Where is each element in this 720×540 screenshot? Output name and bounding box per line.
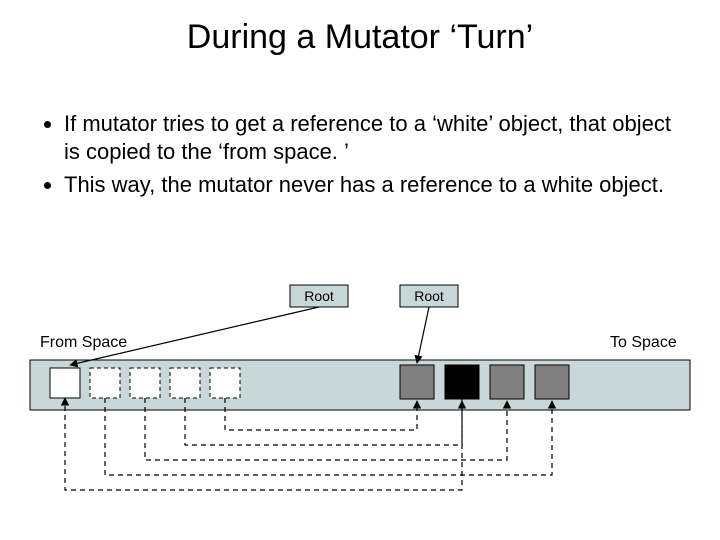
to-box-3	[535, 365, 569, 399]
slide-title: During a Mutator ‘Turn’	[0, 18, 720, 57]
root-box-left-label: Root	[304, 288, 334, 304]
space-bar	[30, 360, 690, 410]
from-box-0	[50, 368, 80, 398]
black-to-white-link	[65, 398, 462, 490]
bullet-1: If mutator tries to get a reference to a…	[64, 110, 680, 165]
root-box-right-label: Root	[414, 288, 444, 304]
root-arrow-right	[417, 307, 429, 363]
to-box-2	[490, 365, 524, 399]
from-box-3	[170, 368, 200, 398]
bullet-list: If mutator tries to get a reference to a…	[40, 110, 680, 205]
from-space-label: From Space	[40, 334, 127, 351]
to-box-0	[400, 365, 434, 399]
to-space-label: To Space	[610, 334, 677, 351]
from-box-4	[210, 368, 240, 398]
from-box-2	[130, 368, 160, 398]
memory-diagram: From Space To Space Root Root	[0, 275, 720, 525]
from-box-1	[90, 368, 120, 398]
bullet-2: This way, the mutator never has a refere…	[64, 171, 680, 199]
to-box-1	[445, 365, 479, 399]
